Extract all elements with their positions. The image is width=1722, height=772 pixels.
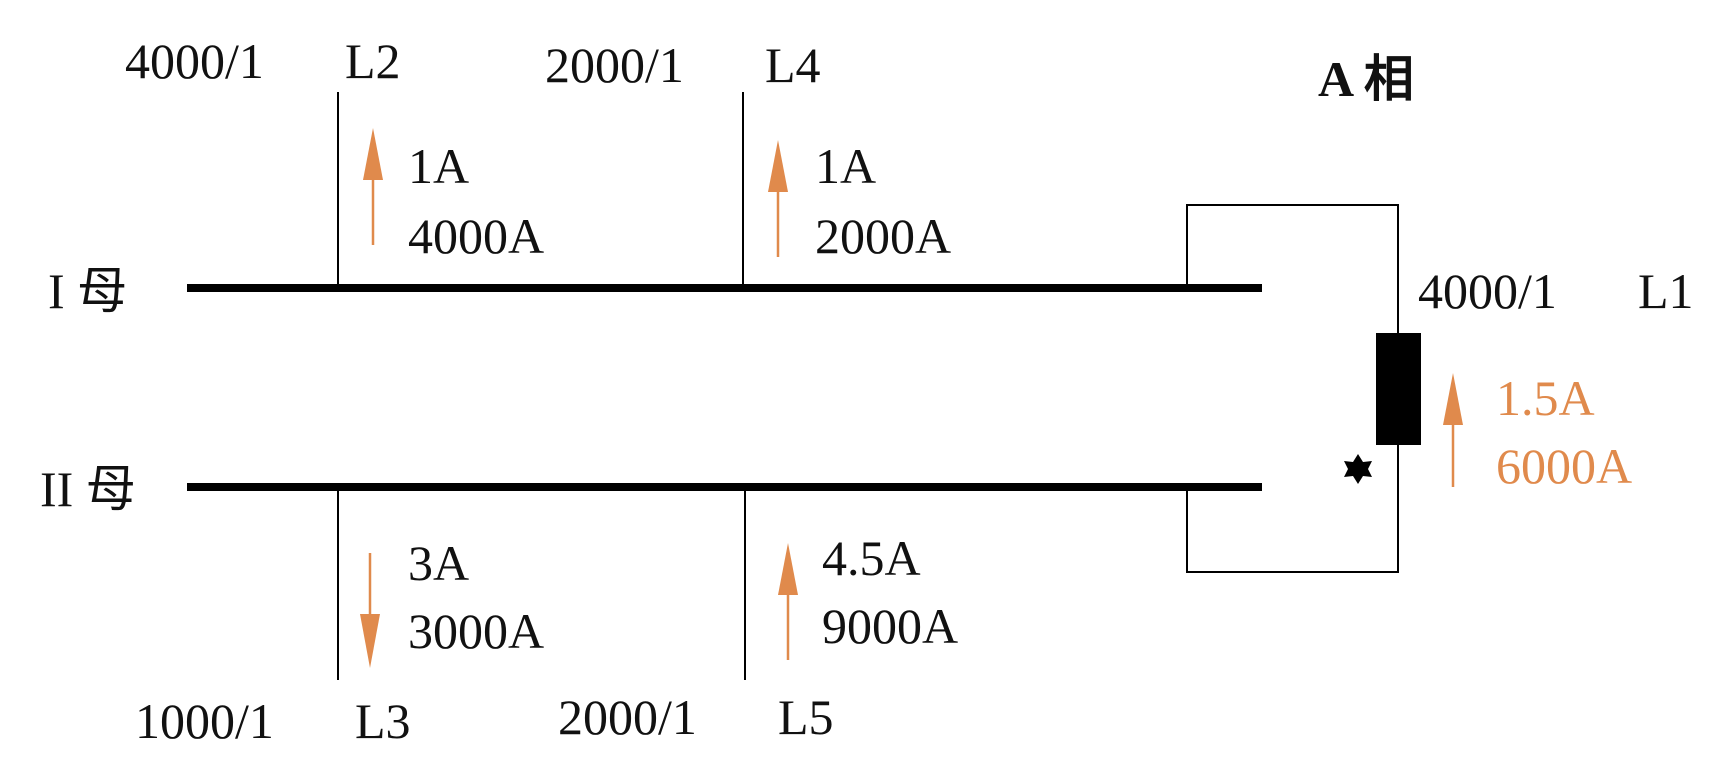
feeder-l1-lower-loop <box>1186 445 1399 573</box>
feeder-l5-secondary-current: 4.5A <box>822 530 921 586</box>
feeder-l1-arrow-head <box>1443 373 1463 425</box>
feeder-l1-ct-body <box>1376 333 1421 445</box>
feeder-l4-name: L4 <box>765 37 821 93</box>
fault-point-star-icon <box>1344 454 1372 484</box>
feeder-l3-secondary-current: 3A <box>408 535 469 591</box>
feeder-l3-arrow-head <box>360 614 380 668</box>
feeder-l2-primary-current: 4000A <box>408 208 544 264</box>
bus-2-label: II 母 <box>40 461 136 517</box>
feeder-l2-name: L2 <box>345 33 401 89</box>
feeder-l4-ct-ratio: 2000/1 <box>545 37 684 93</box>
feeder-l3-ct-ratio: 1000/1 <box>135 693 274 749</box>
feeder-l5-primary-current: 9000A <box>822 598 958 654</box>
feeder-l2-ct-ratio: 4000/1 <box>125 33 264 89</box>
feeder-l5-arrow-head <box>778 543 798 595</box>
feeder-l2-arrow-head <box>363 128 383 180</box>
feeder-l4-primary-current: 2000A <box>815 208 951 264</box>
feeder-l1-name: L1 <box>1638 263 1694 319</box>
feeder-l1-primary-current: 6000A <box>1496 438 1632 494</box>
feeder-l1-ct-ratio: 4000/1 <box>1418 263 1557 319</box>
feeder-l1-upper-loop <box>1186 204 1399 333</box>
phase-label: A 相 <box>1318 51 1414 107</box>
feeder-l5-name: L5 <box>778 689 834 745</box>
feeder-l4-arrow-head <box>768 140 788 192</box>
feeder-l2-secondary-current: 1A <box>408 138 469 194</box>
feeder-l3-primary-current: 3000A <box>408 603 544 659</box>
bus-1-label: I 母 <box>48 263 127 319</box>
feeder-l4-secondary-current: 1A <box>815 138 876 194</box>
feeder-l1-secondary-current: 1.5A <box>1496 370 1595 426</box>
feeder-l3-name: L3 <box>355 693 411 749</box>
feeder-l5-ct-ratio: 2000/1 <box>558 689 697 745</box>
